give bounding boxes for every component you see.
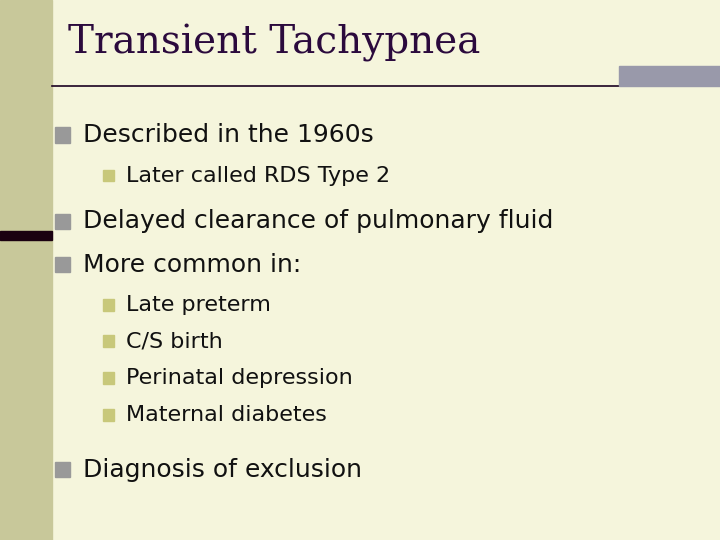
Bar bbox=[55, 257, 70, 272]
Text: More common in:: More common in: bbox=[83, 253, 301, 276]
Text: Diagnosis of exclusion: Diagnosis of exclusion bbox=[83, 458, 362, 482]
Bar bbox=[619, 66, 720, 86]
Bar bbox=[55, 462, 70, 477]
Bar bbox=[55, 214, 70, 229]
Text: Delayed clearance of pulmonary fluid: Delayed clearance of pulmonary fluid bbox=[83, 210, 553, 233]
Text: Late preterm: Late preterm bbox=[126, 295, 271, 315]
Text: Perinatal depression: Perinatal depression bbox=[126, 368, 353, 388]
Bar bbox=[103, 299, 114, 311]
Bar bbox=[0, 231, 52, 240]
Text: Described in the 1960s: Described in the 1960s bbox=[83, 123, 374, 147]
Bar bbox=[103, 372, 114, 384]
Bar bbox=[103, 170, 114, 181]
Text: C/S birth: C/S birth bbox=[126, 331, 222, 352]
Bar bbox=[0, 0, 52, 540]
Text: Later called RDS Type 2: Later called RDS Type 2 bbox=[126, 165, 390, 186]
Bar bbox=[55, 127, 70, 143]
Text: Transient Tachypnea: Transient Tachypnea bbox=[68, 24, 481, 62]
Text: Maternal diabetes: Maternal diabetes bbox=[126, 404, 327, 425]
Bar bbox=[103, 335, 114, 347]
Bar bbox=[103, 409, 114, 421]
